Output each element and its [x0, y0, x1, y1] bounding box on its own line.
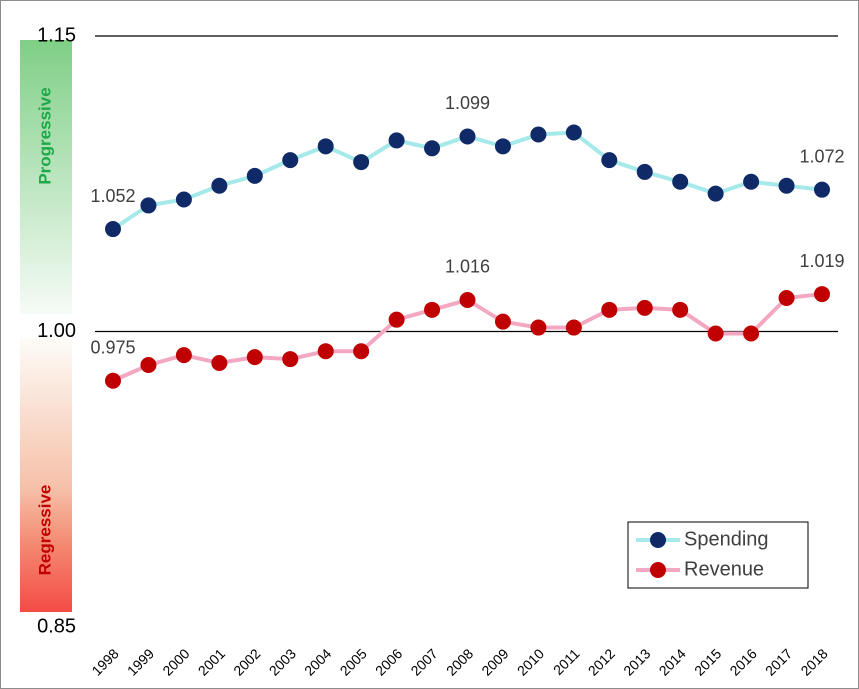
point	[282, 152, 299, 169]
regressive-band	[20, 338, 72, 612]
point	[388, 311, 405, 328]
point	[565, 124, 582, 141]
point	[424, 140, 441, 157]
band-label: Regressive	[35, 485, 54, 576]
point	[530, 319, 547, 336]
point	[246, 167, 263, 184]
point	[778, 290, 795, 307]
point	[494, 313, 511, 330]
point	[317, 138, 334, 155]
point	[672, 173, 689, 190]
data-label: 1.016	[445, 257, 490, 277]
point	[778, 177, 795, 194]
point	[175, 347, 192, 364]
point	[317, 343, 334, 360]
point	[636, 163, 653, 180]
y-tick-label: 0.85	[37, 615, 76, 637]
point	[601, 301, 618, 318]
point	[140, 356, 157, 373]
point	[175, 191, 192, 208]
point	[743, 173, 760, 190]
progressive-band	[20, 40, 72, 314]
legend-label: Revenue	[684, 558, 764, 580]
point	[636, 299, 653, 316]
point	[211, 355, 228, 372]
point	[601, 152, 618, 169]
data-label: 1.019	[799, 251, 844, 271]
point	[707, 325, 724, 342]
legend-marker	[650, 562, 666, 578]
point	[353, 154, 370, 171]
point	[707, 185, 724, 202]
data-label: 1.052	[90, 186, 135, 206]
data-label: 1.072	[799, 146, 844, 166]
legend-label: Spending	[684, 528, 769, 550]
point	[388, 132, 405, 149]
point	[814, 181, 830, 198]
point	[353, 343, 370, 360]
data-label: 1.099	[445, 93, 490, 113]
band-label: Progressive	[35, 87, 54, 184]
point	[105, 221, 121, 238]
point	[459, 291, 476, 308]
data-label: 0.975	[90, 338, 135, 358]
point	[211, 177, 228, 194]
point	[530, 126, 547, 143]
point	[459, 128, 476, 145]
legend-marker	[650, 532, 666, 548]
y-tick-label: 1.15	[37, 24, 76, 46]
point	[140, 197, 157, 214]
point	[814, 286, 830, 303]
point	[282, 351, 299, 368]
point	[494, 138, 511, 155]
y-tick-label: 1.00	[37, 320, 76, 342]
point	[246, 349, 263, 366]
point	[424, 301, 441, 318]
point	[565, 319, 582, 336]
point	[105, 372, 121, 389]
point	[672, 301, 689, 318]
point	[743, 325, 760, 342]
